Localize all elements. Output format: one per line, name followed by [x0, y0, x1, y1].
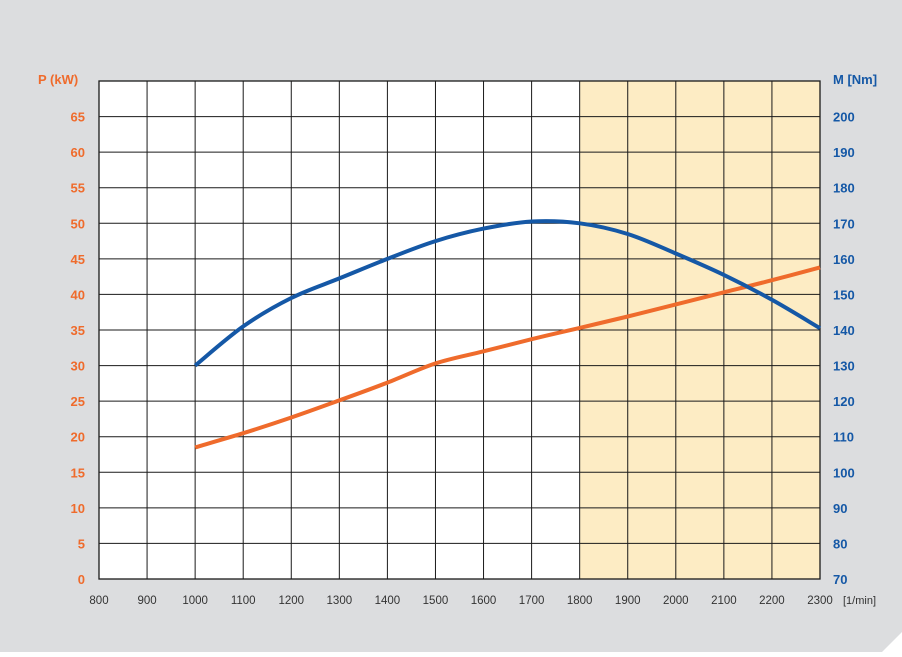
right-tick-label: 190 — [833, 145, 855, 160]
left-tick-label: 45 — [71, 252, 85, 267]
left-tick-label: 25 — [71, 394, 85, 409]
torque-curve — [193, 219, 822, 368]
x-tick-label: 1400 — [375, 595, 401, 607]
series-layer — [193, 219, 822, 450]
x-tick-label: 1300 — [327, 595, 353, 607]
left-tick-label: 15 — [71, 465, 85, 480]
left-tick-label: 30 — [71, 359, 85, 374]
left-tick-label: 60 — [71, 145, 85, 160]
x-tick-label: 2200 — [759, 595, 785, 607]
x-tick-label: 800 — [89, 595, 108, 607]
x-tick-label: 1000 — [182, 595, 208, 607]
left-tick-label: 40 — [71, 287, 85, 302]
x-tick-label: 1900 — [615, 595, 641, 607]
right-tick-label: 160 — [833, 252, 855, 267]
right-tick-label: 70 — [833, 572, 847, 587]
right-tick-label: 110 — [833, 430, 854, 445]
x-tick-label: 2000 — [663, 595, 689, 607]
right-axis-ticks: 70 80 90 100 110 120 130 140 150 160 170 180 190 200 — [833, 110, 855, 587]
right-tick-label: 170 — [833, 216, 855, 231]
x-tick-label: 900 — [137, 595, 156, 607]
x-tick-label: 1100 — [231, 595, 256, 607]
left-tick-label: 0 — [78, 572, 85, 587]
right-tick-label: 120 — [833, 394, 855, 409]
right-tick-label: 200 — [833, 110, 855, 125]
left-tick-label: 65 — [71, 110, 85, 125]
right-tick-label: 90 — [833, 501, 847, 516]
x-tick-label: 2300 — [807, 595, 833, 607]
right-tick-label: 130 — [833, 359, 855, 374]
x-tick-label: 1500 — [423, 595, 449, 607]
left-tick-label: 5 — [78, 536, 85, 551]
left-tick-label: 55 — [71, 181, 85, 196]
right-axis-title: M [Nm] — [833, 72, 877, 87]
plot-border — [98, 80, 821, 580]
right-tick-label: 80 — [833, 536, 847, 551]
left-tick-label: 10 — [71, 501, 85, 516]
x-tick-label: 2100 — [711, 595, 737, 607]
x-axis-unit-label: [1/min] — [843, 595, 876, 607]
right-tick-label: 140 — [833, 323, 855, 338]
x-tick-label: 1600 — [471, 595, 497, 607]
right-tick-label: 180 — [833, 181, 855, 196]
x-axis-ticks: 800 900 1000 1100 1200 1300 1400 1500 1600 1700 18… — [89, 595, 832, 607]
left-tick-label: 50 — [71, 216, 85, 231]
left-tick-label: 35 — [71, 323, 85, 338]
power-curve — [194, 265, 821, 450]
x-tick-label: 1200 — [278, 595, 304, 607]
x-tick-label: 1800 — [567, 595, 593, 607]
right-tick-label: 100 — [833, 465, 855, 480]
x-tick-label: 1700 — [519, 595, 545, 607]
left-axis-title: P (kW) — [38, 72, 78, 87]
right-tick-label: 150 — [833, 287, 855, 302]
left-tick-label: 20 — [71, 430, 85, 445]
left-axis-ticks: 0 5 10 15 20 25 30 35 40 45 50 55 60 65 — [71, 110, 85, 587]
